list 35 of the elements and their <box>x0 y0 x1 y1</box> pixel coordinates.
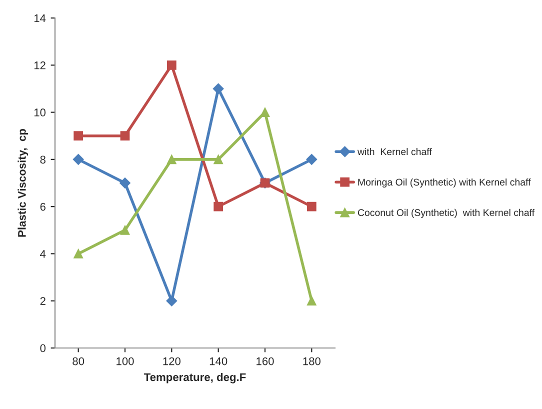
point <box>214 202 224 212</box>
point <box>214 154 224 164</box>
x-tick-label: 100 <box>116 357 134 366</box>
point <box>260 108 270 117</box>
y-tick-label: 14 <box>34 14 46 22</box>
point <box>306 154 318 165</box>
y-axis-title: Plastic Viscosity, cp <box>18 128 28 237</box>
y-tick-label: 12 <box>34 61 46 70</box>
point <box>120 131 130 141</box>
y-tick-label: 8 <box>40 156 46 164</box>
legend-label: Moringa Oil (Synthetic) with Kernel chaff <box>358 178 531 188</box>
y-tick-label: 10 <box>34 108 46 116</box>
y-tick-label: 6 <box>40 202 46 211</box>
point <box>120 225 130 235</box>
x-tick-label: 120 <box>163 357 180 366</box>
point <box>212 83 224 94</box>
x-tick-label: 180 <box>303 357 320 366</box>
x-tick-label: 140 <box>210 357 228 366</box>
y-tick-label: 2 <box>40 297 46 305</box>
legend-label: Coconut Oil (Synthetic) with Kernel chaff <box>358 208 535 218</box>
x-tick-label: 80 <box>72 357 84 366</box>
point <box>120 178 130 188</box>
y-tick-label: 4 <box>40 250 46 258</box>
x-tick-label: 160 <box>256 357 274 366</box>
x-axis-title: Temperature, deg.F <box>144 372 246 384</box>
point <box>166 154 176 164</box>
point <box>306 202 316 212</box>
point <box>166 60 176 70</box>
point <box>306 296 316 306</box>
point <box>74 131 84 141</box>
point <box>72 154 84 165</box>
point <box>74 249 84 258</box>
point <box>166 295 178 306</box>
legend-label: with Kernel chaff <box>357 148 432 156</box>
y-tick-label: 0 <box>40 344 46 352</box>
